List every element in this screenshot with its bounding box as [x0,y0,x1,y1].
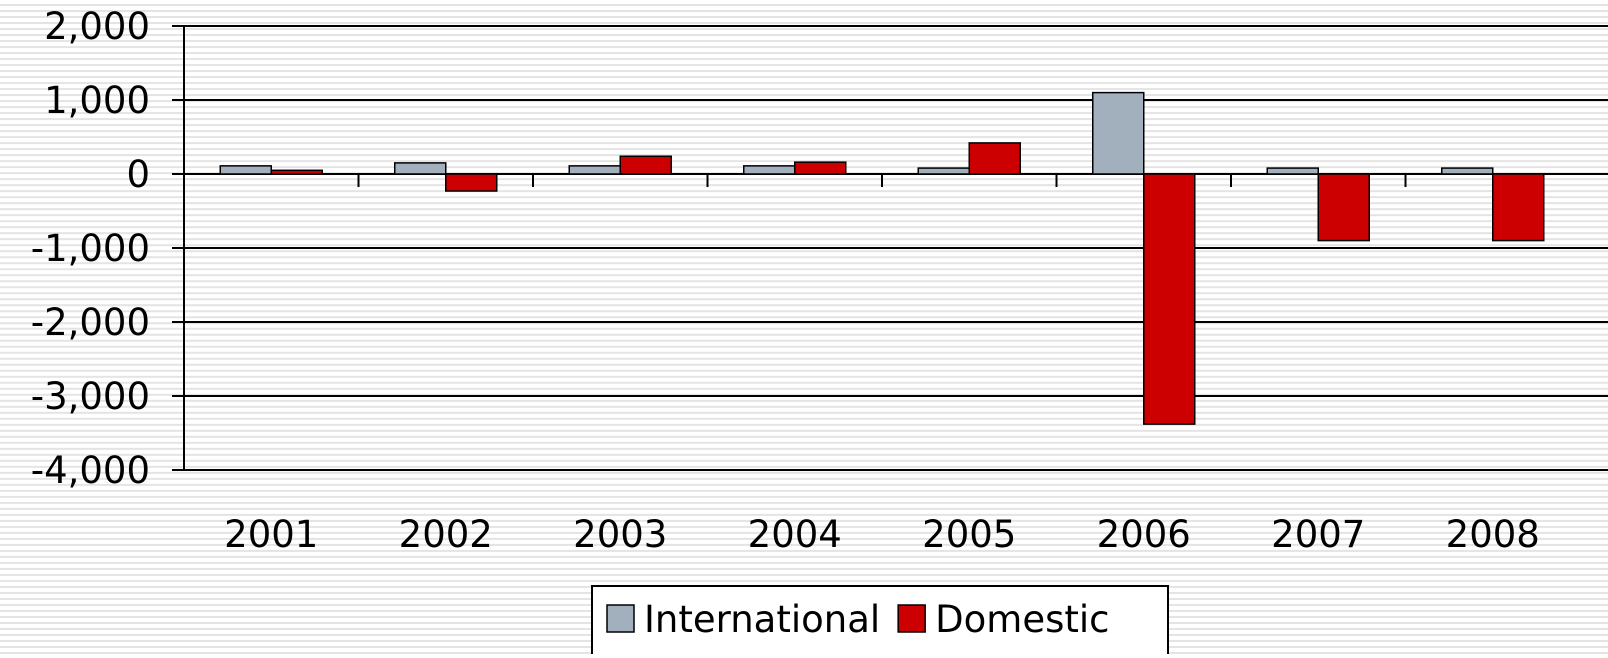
legend-label: International [644,598,880,641]
bar [743,165,796,175]
y-tick-label: -2,000 [31,301,150,344]
legend-swatch [606,604,635,633]
bar [270,169,323,175]
y-tick-label: -1,000 [31,227,150,270]
bar [1143,173,1196,425]
bar [445,173,498,192]
bar [394,162,447,175]
x-tick-label: 2008 [1446,513,1540,556]
y-tick-label: 0 [126,153,150,196]
bar [219,165,272,175]
bar [1092,91,1145,175]
x-tick-label: 2004 [748,513,842,556]
bar [917,167,970,175]
x-tick-label: 2006 [1097,513,1191,556]
y-tick-label: -4,000 [31,449,150,492]
bar [794,161,847,175]
bar [1441,167,1494,175]
y-tick-label: -3,000 [31,375,150,418]
bar [1266,167,1319,175]
bar [568,165,621,175]
legend-box [591,585,1169,658]
legend-swatch [897,604,926,633]
bar [1317,173,1370,242]
y-tick-label: 2,000 [44,5,150,48]
x-tick-label: 2007 [1271,513,1365,556]
bar [968,142,1021,175]
y-tick-label: 1,000 [44,79,150,122]
x-tick-label: 2003 [573,513,667,556]
bar [619,155,672,175]
x-tick-label: 2001 [224,513,318,556]
bar [1492,173,1545,242]
legend-label: Domestic [935,598,1109,641]
x-tick-label: 2005 [922,513,1016,556]
x-tick-label: 2002 [399,513,493,556]
